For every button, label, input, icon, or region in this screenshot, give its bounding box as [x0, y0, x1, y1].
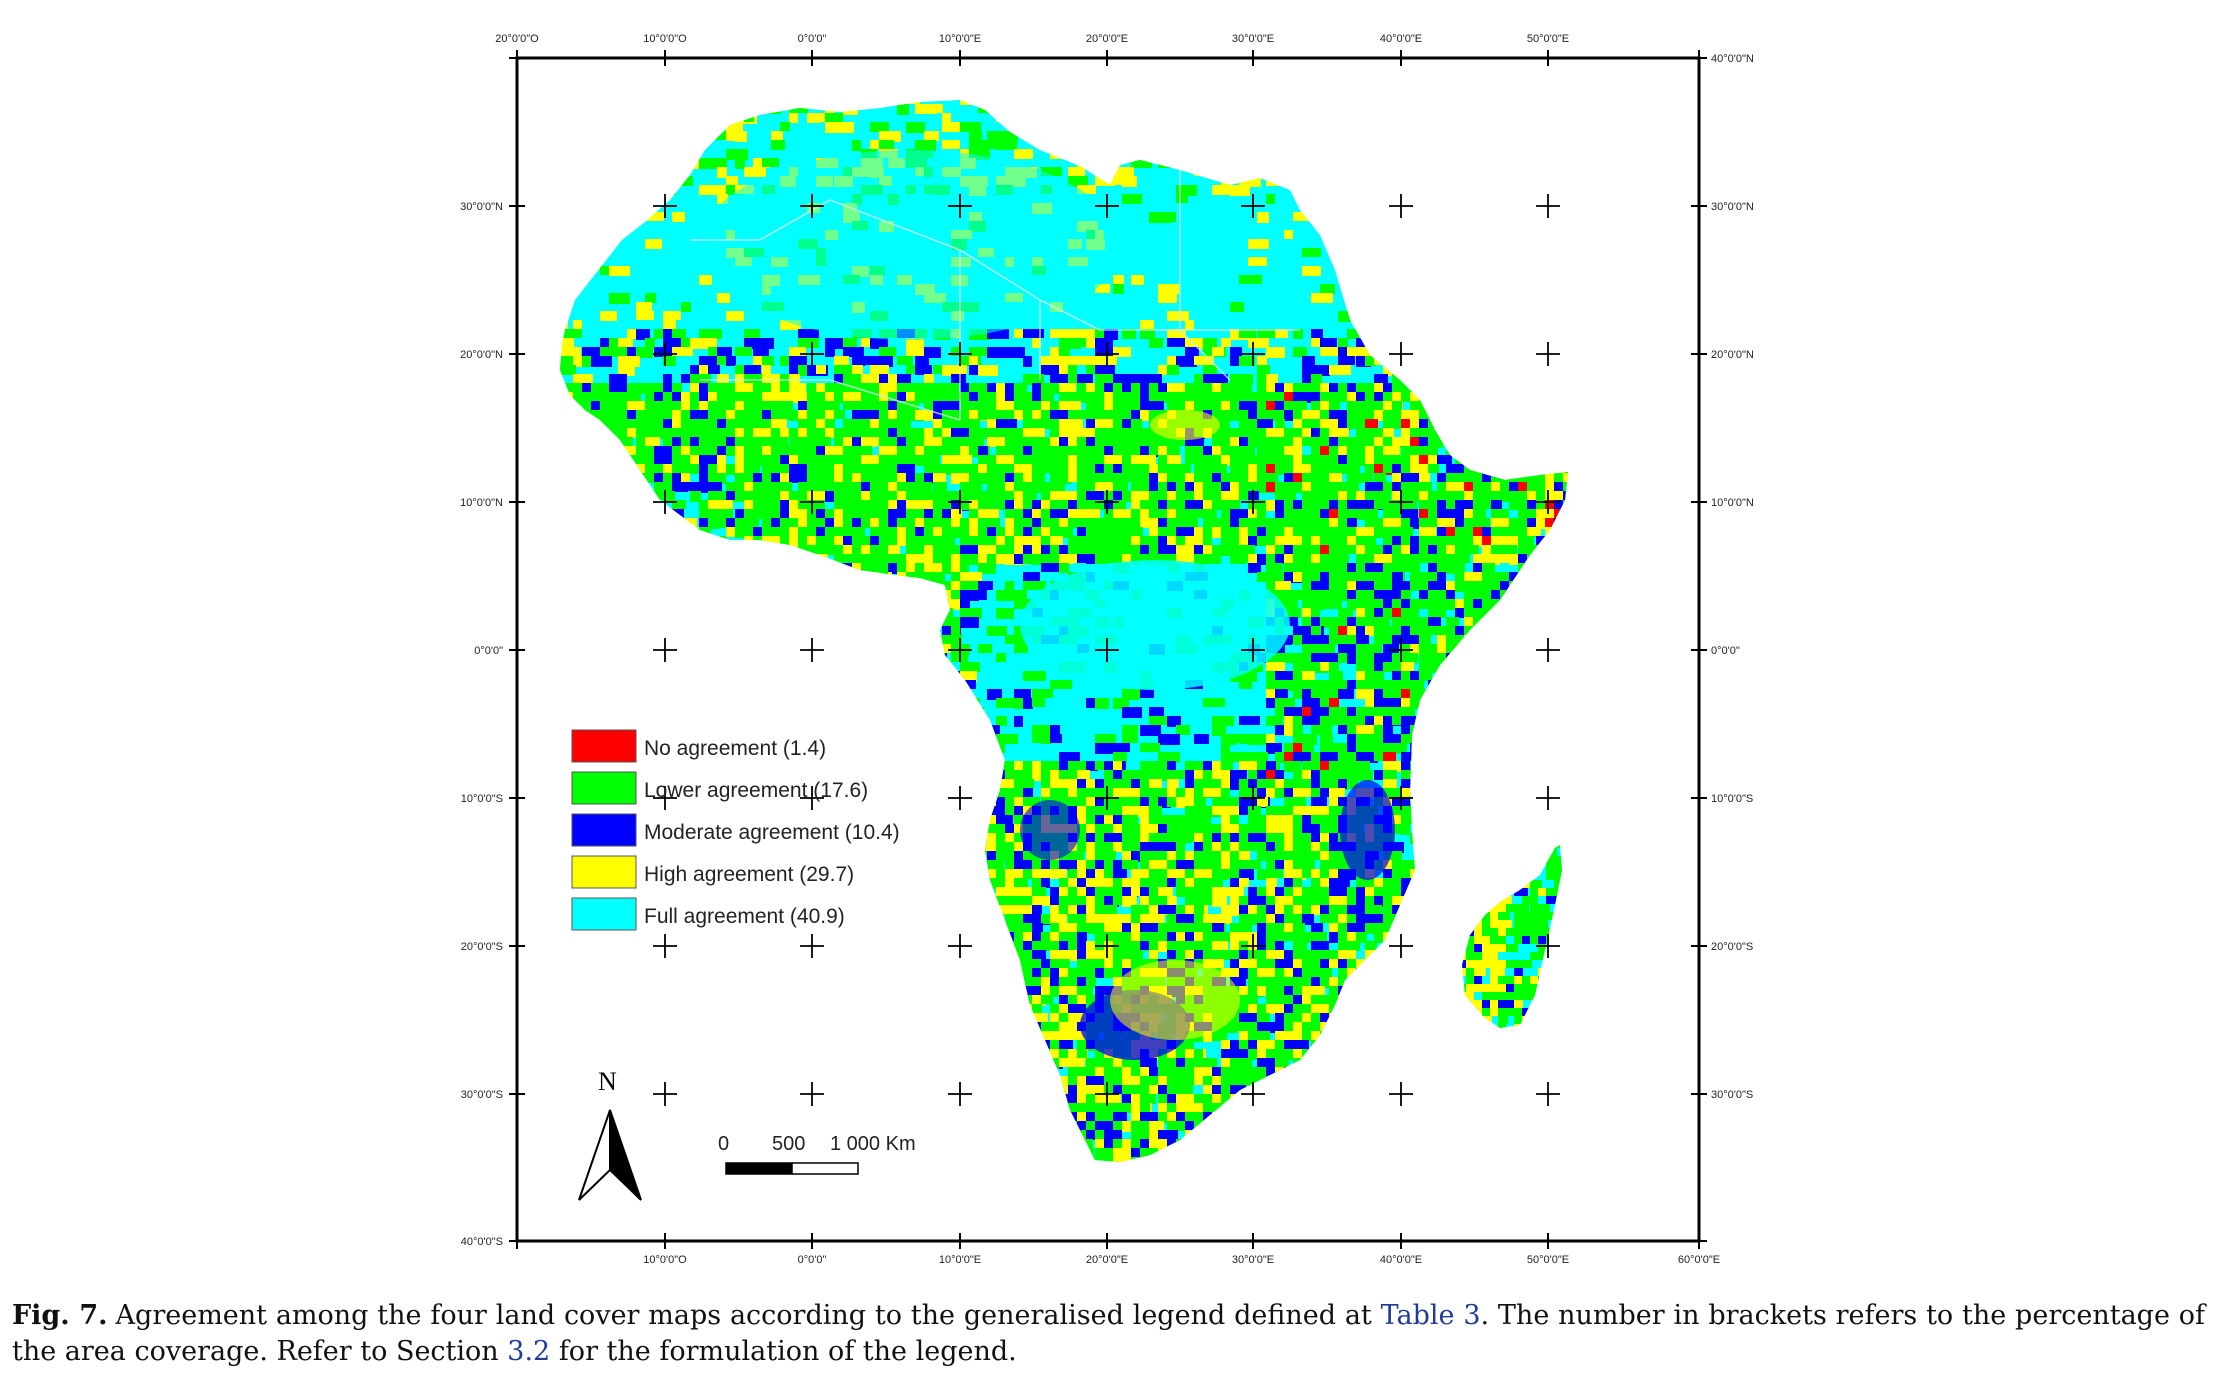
map-legend: No agreement (1.4) Lower agreement (17.6…: [571, 729, 900, 931]
legend-label-no-agreement: No agreement (1.4): [644, 737, 826, 760]
left-lat-label: 30°0'0"N: [460, 201, 503, 213]
top-lon-label: 20°0'0"O: [495, 33, 539, 45]
top-lon-label: 20°0'0"E: [1086, 33, 1128, 45]
figure-caption: Fig. 7. Agreement among the four land cov…: [12, 1298, 2205, 1370]
bottom-lon-label: 20°0'0"E: [1086, 1254, 1128, 1266]
right-lat-label: 10°0'0"S: [1711, 793, 1753, 805]
caption-text-1: Agreement among the four land cover maps…: [115, 1300, 1381, 1331]
top-lon-label: 50°0'0"E: [1527, 33, 1569, 45]
right-lat-label: 20°0'0"N: [1711, 349, 1754, 361]
bottom-lon-label: 10°0'0"O: [643, 1254, 687, 1266]
bottom-lon-label: 10°0'0"E: [939, 1254, 981, 1266]
legend-swatch-lower-agreement: [571, 771, 637, 805]
bottom-lon-label: 0°0'0": [798, 1254, 827, 1266]
right-lat-label: 0°0'0": [1711, 645, 1740, 657]
scale-label-1000: 1 000 Km: [830, 1133, 916, 1155]
bottom-lon-label: 50°0'0"E: [1527, 1254, 1569, 1266]
legend-label-moderate-agreement: Moderate agreement (10.4): [644, 821, 900, 844]
graticule: [509, 50, 1707, 1249]
right-lat-label: 30°0'0"S: [1711, 1089, 1753, 1101]
section-3-2-link[interactable]: 3.2: [507, 1336, 551, 1367]
right-lat-label: 30°0'0"N: [1711, 201, 1754, 213]
bottom-lon-label: 60°0'0"E: [1678, 1254, 1720, 1266]
left-lat-label: 10°0'0"S: [461, 793, 503, 805]
scale-label-500: 500: [772, 1133, 805, 1155]
left-lat-label: 20°0'0"N: [460, 349, 503, 361]
scale-label-0: 0: [718, 1133, 729, 1155]
figure-label: Fig. 7.: [12, 1300, 108, 1331]
land-cover-agreement-map: 20°0'0"O 10°0'0"O 0°0'0" 10°0'0"E 20°0'0"E 30…: [460, 33, 1754, 1266]
top-lon-label: 0°0'0": [798, 33, 827, 45]
coordinate-labels: 20°0'0"O 10°0'0"O 0°0'0" 10°0'0"E 20°0'0"E 30…: [460, 33, 1754, 1266]
left-lat-label: 0°0'0": [474, 645, 503, 657]
bottom-lon-label: 40°0'0"E: [1380, 1254, 1422, 1266]
bottom-lon-label: 30°0'0"E: [1232, 1254, 1274, 1266]
left-lat-label: 40°0'0"S: [461, 1236, 503, 1248]
left-lat-label: 20°0'0"S: [461, 941, 503, 953]
legend-swatch-high-agreement: [571, 855, 637, 889]
legend-swatch-moderate-agreement: [571, 813, 637, 847]
top-lon-label: 30°0'0"E: [1232, 33, 1274, 45]
legend-label-full-agreement: Full agreement (40.9): [644, 905, 845, 928]
left-lat-label: 10°0'0"N: [460, 497, 503, 509]
caption-text-2: . The number in brackets refers to the p…: [12, 1300, 2205, 1367]
north-arrow-label: N: [598, 1067, 617, 1096]
right-lat-label: 10°0'0"N: [1711, 497, 1754, 509]
top-lon-label: 10°0'0"O: [643, 33, 687, 45]
legend-label-high-agreement: High agreement (29.7): [644, 863, 854, 886]
top-lon-label: 10°0'0"E: [939, 33, 981, 45]
legend-swatch-no-agreement: [571, 729, 637, 763]
right-lat-label: 20°0'0"S: [1711, 941, 1753, 953]
caption-text-3: for the formulation of the legend.: [550, 1336, 1017, 1367]
left-lat-label: 30°0'0"S: [461, 1089, 503, 1101]
right-lat-label: 40°0'0"N: [1711, 53, 1754, 65]
legend-label-lower-agreement: Lower agreement (17.6): [644, 779, 868, 802]
legend-swatch-full-agreement: [571, 897, 637, 931]
table-3-link[interactable]: Table 3: [1380, 1300, 1481, 1331]
north-arrow-icon: N: [578, 1067, 642, 1201]
top-lon-label: 40°0'0"E: [1380, 33, 1422, 45]
scale-bar: 0 500 1 000 Km: [718, 1133, 916, 1175]
